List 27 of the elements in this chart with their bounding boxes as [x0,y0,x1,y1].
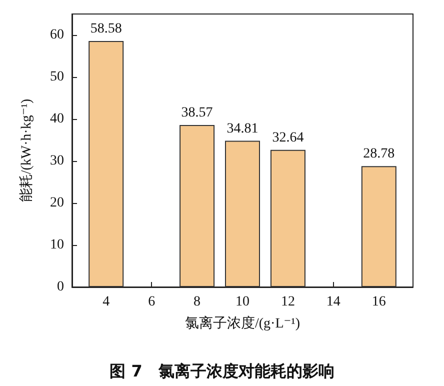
x-tick-label: 6 [148,294,156,310]
bar [88,40,124,287]
data-label: 28.78 [363,146,395,162]
x-tick-label: 10 [236,294,250,310]
y-tick-label: 0 [57,280,64,294]
y-tick-label: 50 [50,70,64,84]
x-tick-label: 16 [372,294,386,310]
bar [180,125,215,287]
bar [270,150,306,287]
y-tick-label: 60 [50,28,64,42]
x-tick-label: 4 [102,294,110,310]
bar [361,166,396,287]
x-tick-label: 14 [326,294,340,310]
y-tick-label: 20 [50,196,64,210]
x-axis-title: 氯离子浓度/(g·L⁻¹) [184,316,300,332]
x-tick-label: 8 [194,294,201,310]
data-label: 34.81 [226,121,258,136]
y-axis-title: 能耗/(kW·h·kg⁻¹) [18,98,34,202]
data-label: 38.57 [181,106,213,121]
y-tick-label: 10 [50,238,64,252]
bar [225,140,260,287]
y-tick-label: 40 [50,112,64,126]
data-label: 32.64 [272,130,304,146]
data-label: 58.58 [90,21,122,36]
y-tick-label: 30 [50,154,64,168]
text: 图 7 氯离子浓度对能耗的影响 [110,362,334,380]
x-tick-label: 12 [280,294,295,310]
